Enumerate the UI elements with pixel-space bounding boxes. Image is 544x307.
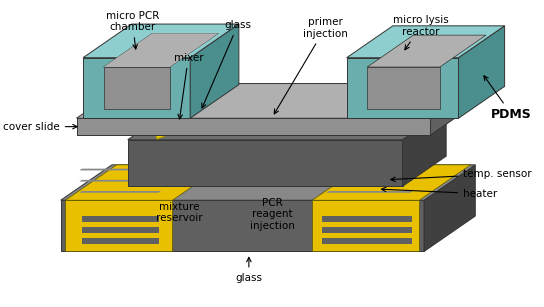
- Polygon shape: [77, 84, 481, 118]
- Polygon shape: [367, 35, 486, 67]
- Ellipse shape: [258, 122, 286, 135]
- Polygon shape: [312, 200, 419, 251]
- Polygon shape: [322, 239, 412, 244]
- Text: cover slide: cover slide: [3, 122, 77, 132]
- Text: temp. sensor: temp. sensor: [391, 169, 532, 181]
- Polygon shape: [197, 103, 203, 135]
- Polygon shape: [103, 67, 170, 109]
- Polygon shape: [347, 58, 459, 118]
- Polygon shape: [322, 227, 412, 233]
- Polygon shape: [128, 110, 446, 140]
- Polygon shape: [103, 33, 218, 67]
- Polygon shape: [430, 84, 481, 135]
- Polygon shape: [61, 200, 424, 251]
- Polygon shape: [347, 26, 505, 58]
- Text: glass: glass: [202, 20, 251, 108]
- Polygon shape: [82, 239, 158, 244]
- Text: micro PCR
chamber: micro PCR chamber: [106, 10, 159, 49]
- Polygon shape: [326, 191, 412, 193]
- Polygon shape: [367, 67, 440, 109]
- Polygon shape: [128, 140, 403, 186]
- Text: PCR
reagent
injection: PCR reagent injection: [250, 198, 295, 231]
- Polygon shape: [190, 24, 239, 118]
- Polygon shape: [61, 165, 475, 200]
- Polygon shape: [79, 169, 161, 170]
- Text: mixture
reservoir: mixture reservoir: [156, 202, 202, 223]
- Polygon shape: [103, 33, 218, 67]
- Text: mixer: mixer: [174, 53, 203, 119]
- Polygon shape: [79, 191, 161, 193]
- Polygon shape: [403, 110, 446, 186]
- Polygon shape: [65, 165, 224, 200]
- Polygon shape: [312, 165, 471, 200]
- Text: micro lysis
reactor: micro lysis reactor: [393, 15, 449, 50]
- Polygon shape: [424, 165, 475, 251]
- Text: heater: heater: [381, 187, 497, 199]
- Polygon shape: [326, 180, 412, 182]
- Text: primer
injection: primer injection: [274, 17, 348, 114]
- Polygon shape: [459, 26, 505, 118]
- Ellipse shape: [258, 109, 286, 122]
- Polygon shape: [82, 227, 158, 233]
- Polygon shape: [83, 24, 239, 58]
- Polygon shape: [65, 200, 172, 251]
- Polygon shape: [326, 169, 412, 170]
- Polygon shape: [82, 216, 158, 222]
- Text: glass: glass: [236, 257, 262, 282]
- Polygon shape: [79, 180, 161, 182]
- Polygon shape: [322, 216, 412, 222]
- Text: PDMS: PDMS: [484, 76, 532, 121]
- Polygon shape: [83, 58, 190, 118]
- Polygon shape: [154, 101, 236, 139]
- Polygon shape: [77, 118, 430, 135]
